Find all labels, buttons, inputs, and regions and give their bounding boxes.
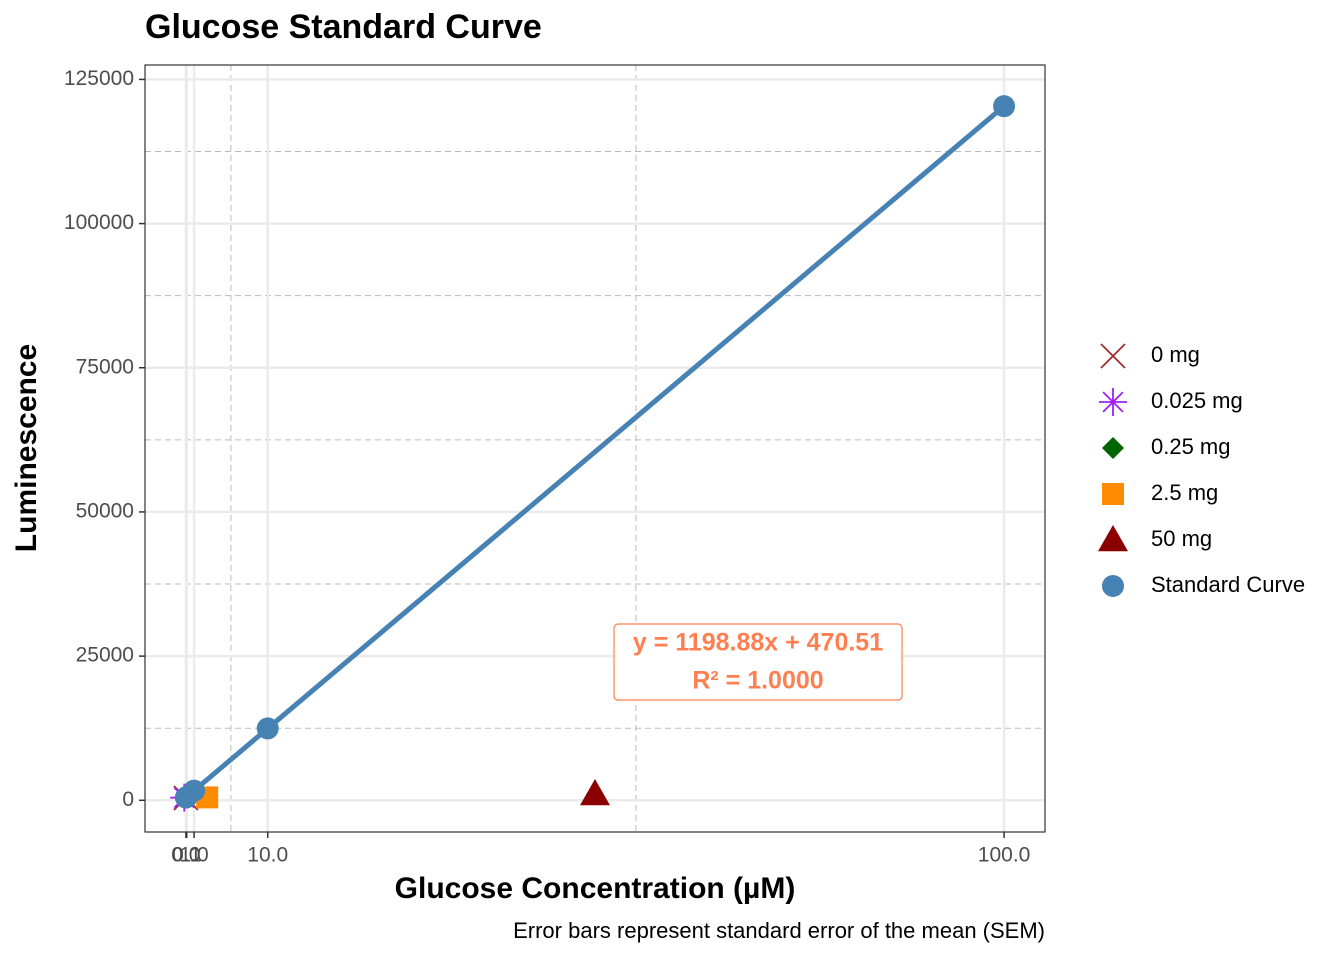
marker-asterisk bbox=[1099, 388, 1127, 416]
x-tick-label: 1.0 bbox=[179, 844, 208, 867]
x-axis-label: Glucose Concentration (µM) bbox=[395, 872, 796, 905]
y-tick-label: 75000 bbox=[76, 355, 134, 378]
y-tick-label: 50000 bbox=[76, 499, 134, 522]
legend-item: 50 mg bbox=[1098, 525, 1212, 552]
chart-title: Glucose Standard Curve bbox=[145, 8, 542, 46]
y-tick-label: 100000 bbox=[64, 211, 134, 234]
annotation-text: R² = 1.0000 bbox=[692, 667, 823, 695]
legend-item: 0.25 mg bbox=[1102, 434, 1231, 459]
marker-circle bbox=[183, 779, 206, 802]
legend-item: 2.5 mg bbox=[1102, 480, 1218, 505]
y-axis-label: Luminescence bbox=[10, 344, 43, 552]
x-tick-label: 10.0 bbox=[247, 844, 288, 867]
legend-label: Standard Curve bbox=[1151, 572, 1305, 597]
y-tick-label: 125000 bbox=[64, 67, 134, 90]
legend-label: 2.5 mg bbox=[1151, 480, 1218, 505]
marker-circle bbox=[993, 95, 1016, 118]
panel-border bbox=[144, 64, 1046, 833]
legend-item: Standard Curve bbox=[1102, 572, 1305, 597]
marker-square bbox=[1102, 483, 1124, 505]
marker-triangle bbox=[1098, 525, 1128, 552]
y-tick-label: 25000 bbox=[76, 644, 134, 667]
marker-circle bbox=[1102, 575, 1124, 597]
legend-item: 0 mg bbox=[1100, 342, 1200, 369]
legend-label: 0 mg bbox=[1151, 342, 1200, 367]
legend-label: 0.25 mg bbox=[1151, 434, 1231, 459]
y-tick-label: 0 bbox=[122, 788, 134, 811]
caption: Error bars represent standard error of t… bbox=[513, 918, 1045, 943]
legend-label: 0.025 mg bbox=[1151, 388, 1243, 413]
marker-cross bbox=[1100, 343, 1126, 369]
marker-circle bbox=[256, 717, 279, 740]
x-tick-label: 0.1 bbox=[172, 844, 201, 867]
legend-item: 0.025 mg bbox=[1099, 388, 1243, 416]
x-tick-label: 100.0 bbox=[978, 844, 1031, 867]
annotation-box bbox=[613, 623, 903, 701]
marker-triangle bbox=[580, 778, 610, 806]
annotation-text: y = 1198.88x + 470.51 bbox=[633, 629, 883, 657]
x-tick-label: 0.0 bbox=[171, 844, 200, 867]
legend-label: 50 mg bbox=[1151, 526, 1212, 551]
marker-diamond bbox=[1102, 437, 1124, 459]
